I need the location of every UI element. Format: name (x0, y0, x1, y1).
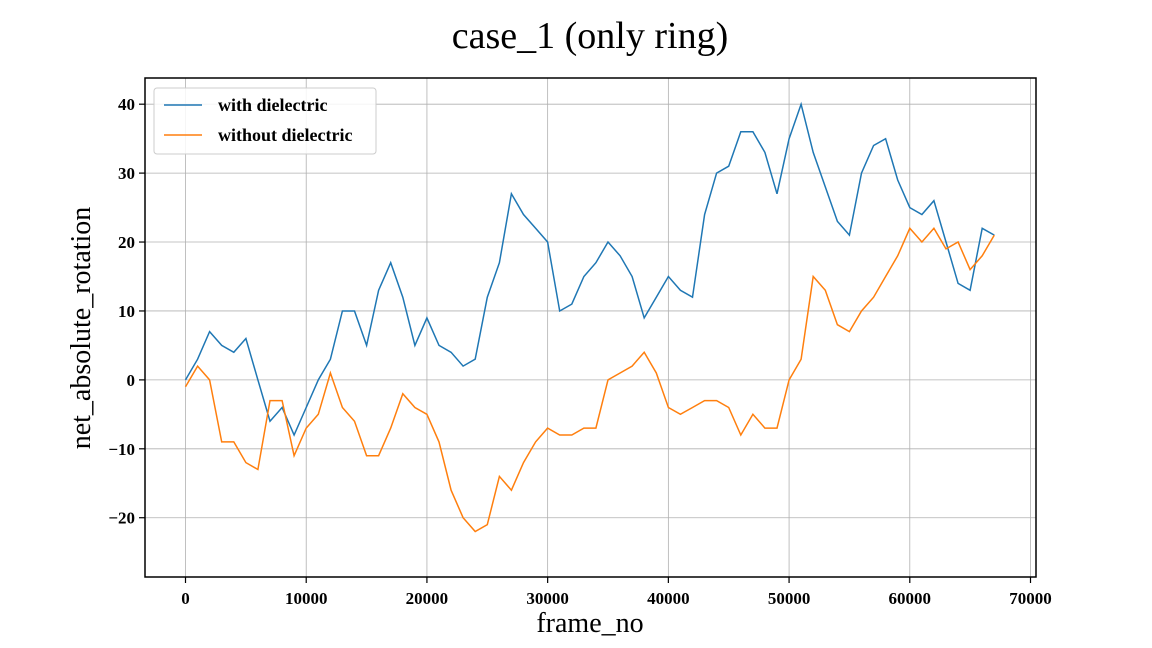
series-line (184, 226, 995, 533)
x-tick-label: 60000 (889, 589, 932, 608)
plot-frame (144, 77, 1037, 578)
legend: with dielectric without dielectric (153, 87, 377, 155)
x-tick-label: 10000 (285, 589, 328, 608)
y-axis-label: net_absolute_rotation (66, 207, 97, 450)
legend-label: with dielectric (218, 95, 327, 115)
y-tick-label: −10 (108, 440, 135, 459)
y-tick-label: 40 (118, 95, 135, 114)
y-tick-label: −20 (108, 509, 135, 528)
x-tick-label: 30000 (526, 589, 569, 608)
x-tick-label: 20000 (406, 589, 449, 608)
x-axis-label: frame_no (536, 608, 643, 639)
y-tick-label: 30 (118, 164, 135, 183)
x-tick-label: 0 (181, 589, 190, 608)
series-line (184, 101, 995, 437)
x-tick-label: 50000 (768, 589, 811, 608)
legend-box (153, 87, 377, 155)
legend-label: without dielectric (218, 125, 352, 145)
y-tick-label: 10 (118, 302, 135, 321)
y-tick-label: 0 (127, 371, 136, 390)
y-tick-label: 20 (118, 233, 135, 252)
chart-title: case_1 (only ring) (452, 15, 728, 57)
x-tick-label: 70000 (1009, 589, 1052, 608)
x-tick-label: 40000 (647, 589, 690, 608)
